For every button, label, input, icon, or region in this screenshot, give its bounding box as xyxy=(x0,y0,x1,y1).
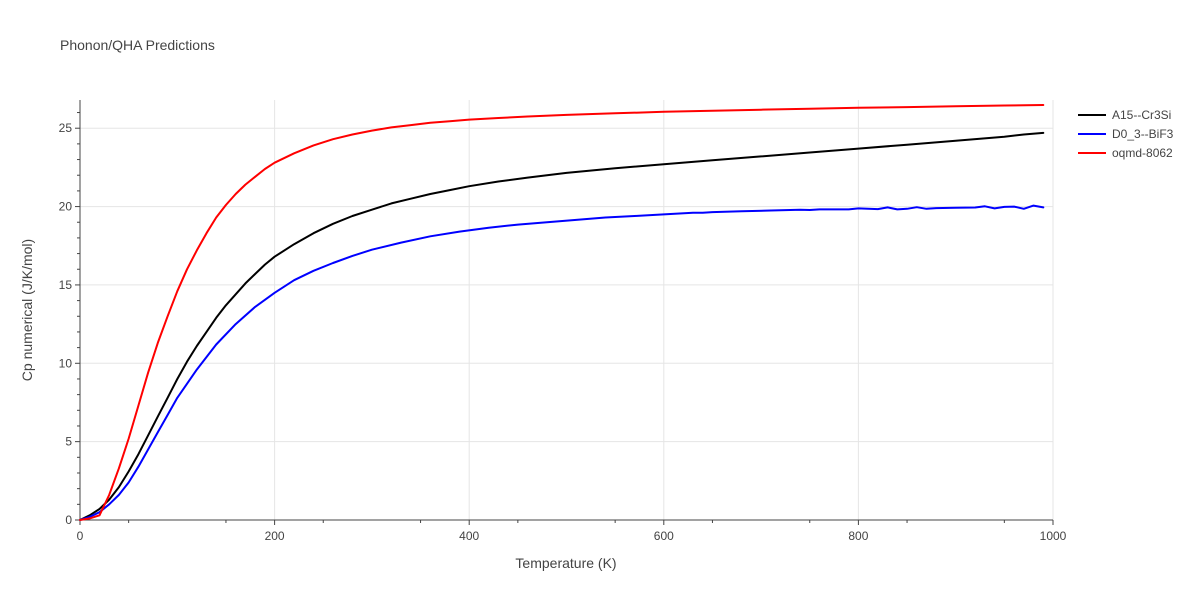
x-tick-label: 600 xyxy=(654,529,674,543)
legend-item[interactable]: D0_3--BiF3 xyxy=(1078,127,1174,141)
y-tick-label: 15 xyxy=(59,278,73,292)
series-line-a15-cr3si xyxy=(79,131,1045,521)
x-tick-label: 0 xyxy=(77,529,84,543)
axes: 0 200 400 600 800 1000 0 5 10 15 20 25 xyxy=(59,100,1067,543)
legend-label: A15--Cr3Si xyxy=(1112,108,1171,122)
chart-title: Phonon/QHA Predictions xyxy=(60,37,215,53)
x-tick-label: 400 xyxy=(459,529,479,543)
plot-area xyxy=(79,104,1045,521)
y-axis-label: Cp numerical (J/K/mol) xyxy=(19,239,35,381)
grid xyxy=(80,100,1054,520)
x-tick-label: 200 xyxy=(265,529,285,543)
legend-label: D0_3--BiF3 xyxy=(1112,127,1174,141)
y-tick-label: 20 xyxy=(59,200,73,214)
series-line-d0-3-bif3 xyxy=(79,204,1045,521)
x-tick-label: 800 xyxy=(848,529,868,543)
legend-item[interactable]: oqmd-8062 xyxy=(1078,146,1173,160)
legend-label: oqmd-8062 xyxy=(1112,146,1173,160)
y-tick-label: 0 xyxy=(65,513,72,527)
x-axis-label: Temperature (K) xyxy=(515,555,616,571)
series-line-oqmd-8062 xyxy=(79,104,1045,521)
legend-item[interactable]: A15--Cr3Si xyxy=(1078,108,1171,122)
legend: A15--Cr3Si D0_3--BiF3 oqmd-8062 xyxy=(1078,108,1174,160)
y-tick-label: 25 xyxy=(59,121,73,135)
y-tick-label: 10 xyxy=(59,356,73,370)
x-tick-label: 1000 xyxy=(1040,529,1067,543)
y-tick-label: 5 xyxy=(65,435,72,449)
